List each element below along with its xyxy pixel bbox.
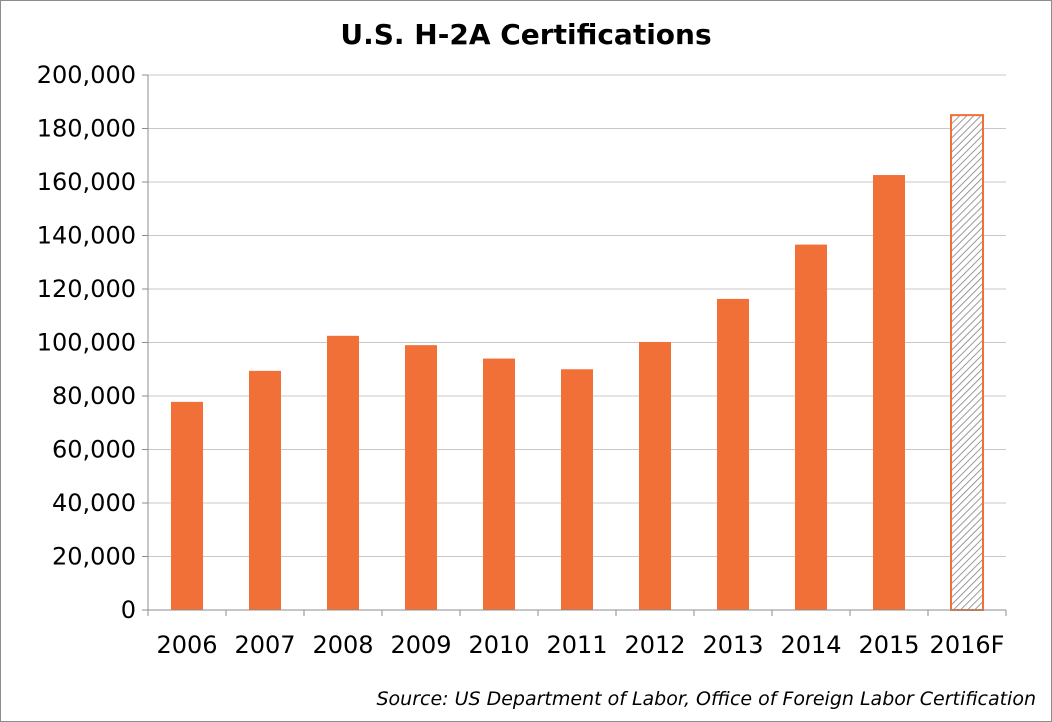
bars <box>171 114 984 611</box>
x-tick-label: 2013 <box>702 631 763 659</box>
x-tick-label: 2007 <box>234 631 295 659</box>
bar <box>639 341 671 610</box>
source-note: Source: US Department of Labor, Office o… <box>376 688 1036 710</box>
y-tick-label: 60,000 <box>52 436 136 464</box>
bar <box>795 244 827 610</box>
tick-labels: 0 20,000 40,000 60,000 80,000 100,000 120,000 1… <box>37 61 1005 659</box>
x-tick-label: 2010 <box>468 631 529 659</box>
axes <box>142 74 1007 616</box>
y-tick-label: 40,000 <box>52 489 136 517</box>
y-tick-label: 140,000 <box>37 222 136 250</box>
x-tick-label: 2006 <box>156 631 217 659</box>
x-tick-label: 2009 <box>390 631 451 659</box>
bar <box>873 175 905 611</box>
y-tick-label: 80,000 <box>52 382 136 410</box>
bar <box>327 335 359 610</box>
y-tick-label: 160,000 <box>37 168 136 196</box>
bar <box>561 369 593 610</box>
x-tick-label: 2016F <box>930 631 1005 659</box>
y-tick-label: 120,000 <box>37 275 136 303</box>
y-tick-label: 100,000 <box>37 329 136 357</box>
bar <box>249 370 281 610</box>
y-tick-label: 0 <box>121 596 136 624</box>
bar <box>171 401 203 610</box>
x-tick-label: 2012 <box>624 631 685 659</box>
bar-forecast <box>950 114 984 611</box>
x-tick-label: 2008 <box>312 631 373 659</box>
bar <box>717 298 749 610</box>
x-tick-label: 2011 <box>546 631 607 659</box>
bar <box>483 358 515 610</box>
x-tick-label: 2015 <box>858 631 919 659</box>
x-tick-label: 2014 <box>780 631 841 659</box>
bar <box>405 345 437 610</box>
y-tick-label: 20,000 <box>52 543 136 571</box>
y-tick-label: 200,000 <box>37 61 136 89</box>
chart-title: U.S. H-2A Certifications <box>340 18 712 51</box>
y-tick-label: 180,000 <box>37 115 136 143</box>
